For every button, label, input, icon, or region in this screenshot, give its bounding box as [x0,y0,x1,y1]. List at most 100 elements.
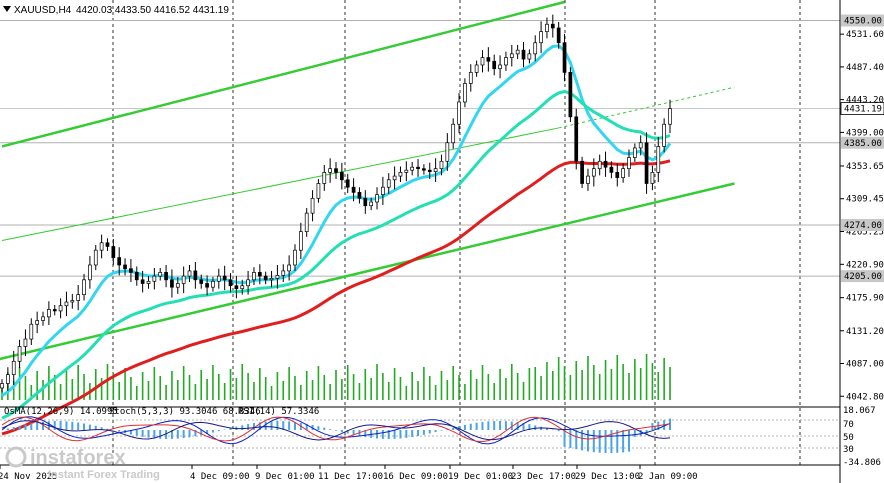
stoch-label: Stoch(5,3,3) 93.3046 68.8346 [109,407,261,417]
time-tick-label: 24 Nov 2025 [0,472,58,482]
candle-body [562,42,567,73]
volume-bar [663,358,665,400]
candle-body [351,186,356,193]
volume-bar [552,371,554,400]
volume-bar [528,368,531,400]
price-tick-label: 4175.90 [846,294,884,304]
price-tick-label: 4353.65 [846,162,884,172]
osma-bar [569,430,572,448]
candle-body [580,160,584,184]
volume-bar [218,374,220,400]
volume-bar [346,365,349,400]
osma-bar [194,430,197,437]
candle-body [193,270,198,281]
volume-bar [645,354,648,400]
candle-body [404,169,409,173]
candle-body [363,197,368,207]
volume-bar [352,374,355,400]
volume-bar [434,385,437,400]
osma-bar [335,430,337,431]
osma-bar [135,430,138,436]
volume-bar [657,372,660,400]
price-tick-label: 4487.40 [846,63,884,73]
candle-body [152,275,157,282]
volume-bar [604,360,607,400]
candle-body [64,301,69,307]
volume-bar [71,379,74,400]
time-tick-label: 11 Dec 17:00 [318,472,383,482]
price-tick-label: 4220.90 [846,260,884,270]
volume-bar [270,386,273,400]
indicator-scale-label: -34.806 [843,458,881,468]
volume-bar [452,366,454,400]
volume-bar [235,378,238,400]
volume-bar [458,375,460,400]
candle-body [222,275,227,281]
osma-bar [200,430,203,436]
osma-bar [211,430,214,433]
osma-bar [311,424,314,430]
candle-body [205,283,209,288]
volume-bar [194,384,197,400]
candle-body [638,142,643,149]
chevron-down-icon[interactable] [3,6,11,12]
volume-bar [141,372,144,400]
candle-body [422,168,426,171]
osma-bar [522,423,525,430]
osma-bar [170,430,173,439]
osma-label: OsMA(12,26,9) 14.0995 [4,407,118,417]
level-label: 4550.00 [844,17,882,27]
volume-bar [247,373,249,400]
channel-lower [0,182,735,361]
candle-body [11,360,16,375]
indicator-labels: OsMA(12,26,9) 14.0995 Stoch(5,3,3) 93.30… [4,407,319,417]
indicator-pane [0,406,840,453]
price-tick-label: 4087.00 [846,360,884,370]
candle-body [375,194,379,203]
osma-bar [499,421,502,430]
osma-bar [586,430,589,452]
rsi-line [1,420,671,441]
candle-body [627,157,631,170]
osma-bar [627,430,630,452]
volume-bar [94,369,97,400]
osma-bar [293,422,296,430]
osma-bar [83,423,86,430]
time-tick-label: 29 Dec 13:00 [575,472,640,482]
volume-bar [106,364,109,400]
price-tick-label: 4042.80 [846,392,884,402]
volume-bar [358,383,361,400]
candle-body [328,168,332,173]
volume-bar [135,386,138,400]
candle-body [257,272,262,277]
candle-body [304,212,309,233]
volume-bar [417,381,419,400]
stoch-main [1,416,671,445]
osma-bar [241,425,244,430]
osma-bar [487,421,490,430]
osma-bar [229,428,232,430]
ma-line-2 [1,90,671,420]
candle-body [427,169,432,172]
channel-upper [1,0,565,148]
osma-bar [165,430,168,439]
candle-body [662,123,666,147]
volume-bar [100,378,103,400]
volume-bar [481,365,484,400]
osma-bar [77,422,80,430]
volume-bar [147,381,150,400]
indicator-scale-label: 18.067 [843,406,876,416]
level-label-box [841,218,884,231]
price-tick-label: 4265.25 [846,227,884,237]
osma-bar [288,421,291,430]
candle-body [111,246,116,258]
osma-bar [53,421,56,430]
level-label: 4274.00 [844,221,882,231]
osma-bar [376,430,379,439]
volume-bar [593,365,595,400]
osma-bar [270,421,273,430]
osma-bar [329,429,332,430]
watermark-tagline: Instant Forex Trading [48,469,160,481]
